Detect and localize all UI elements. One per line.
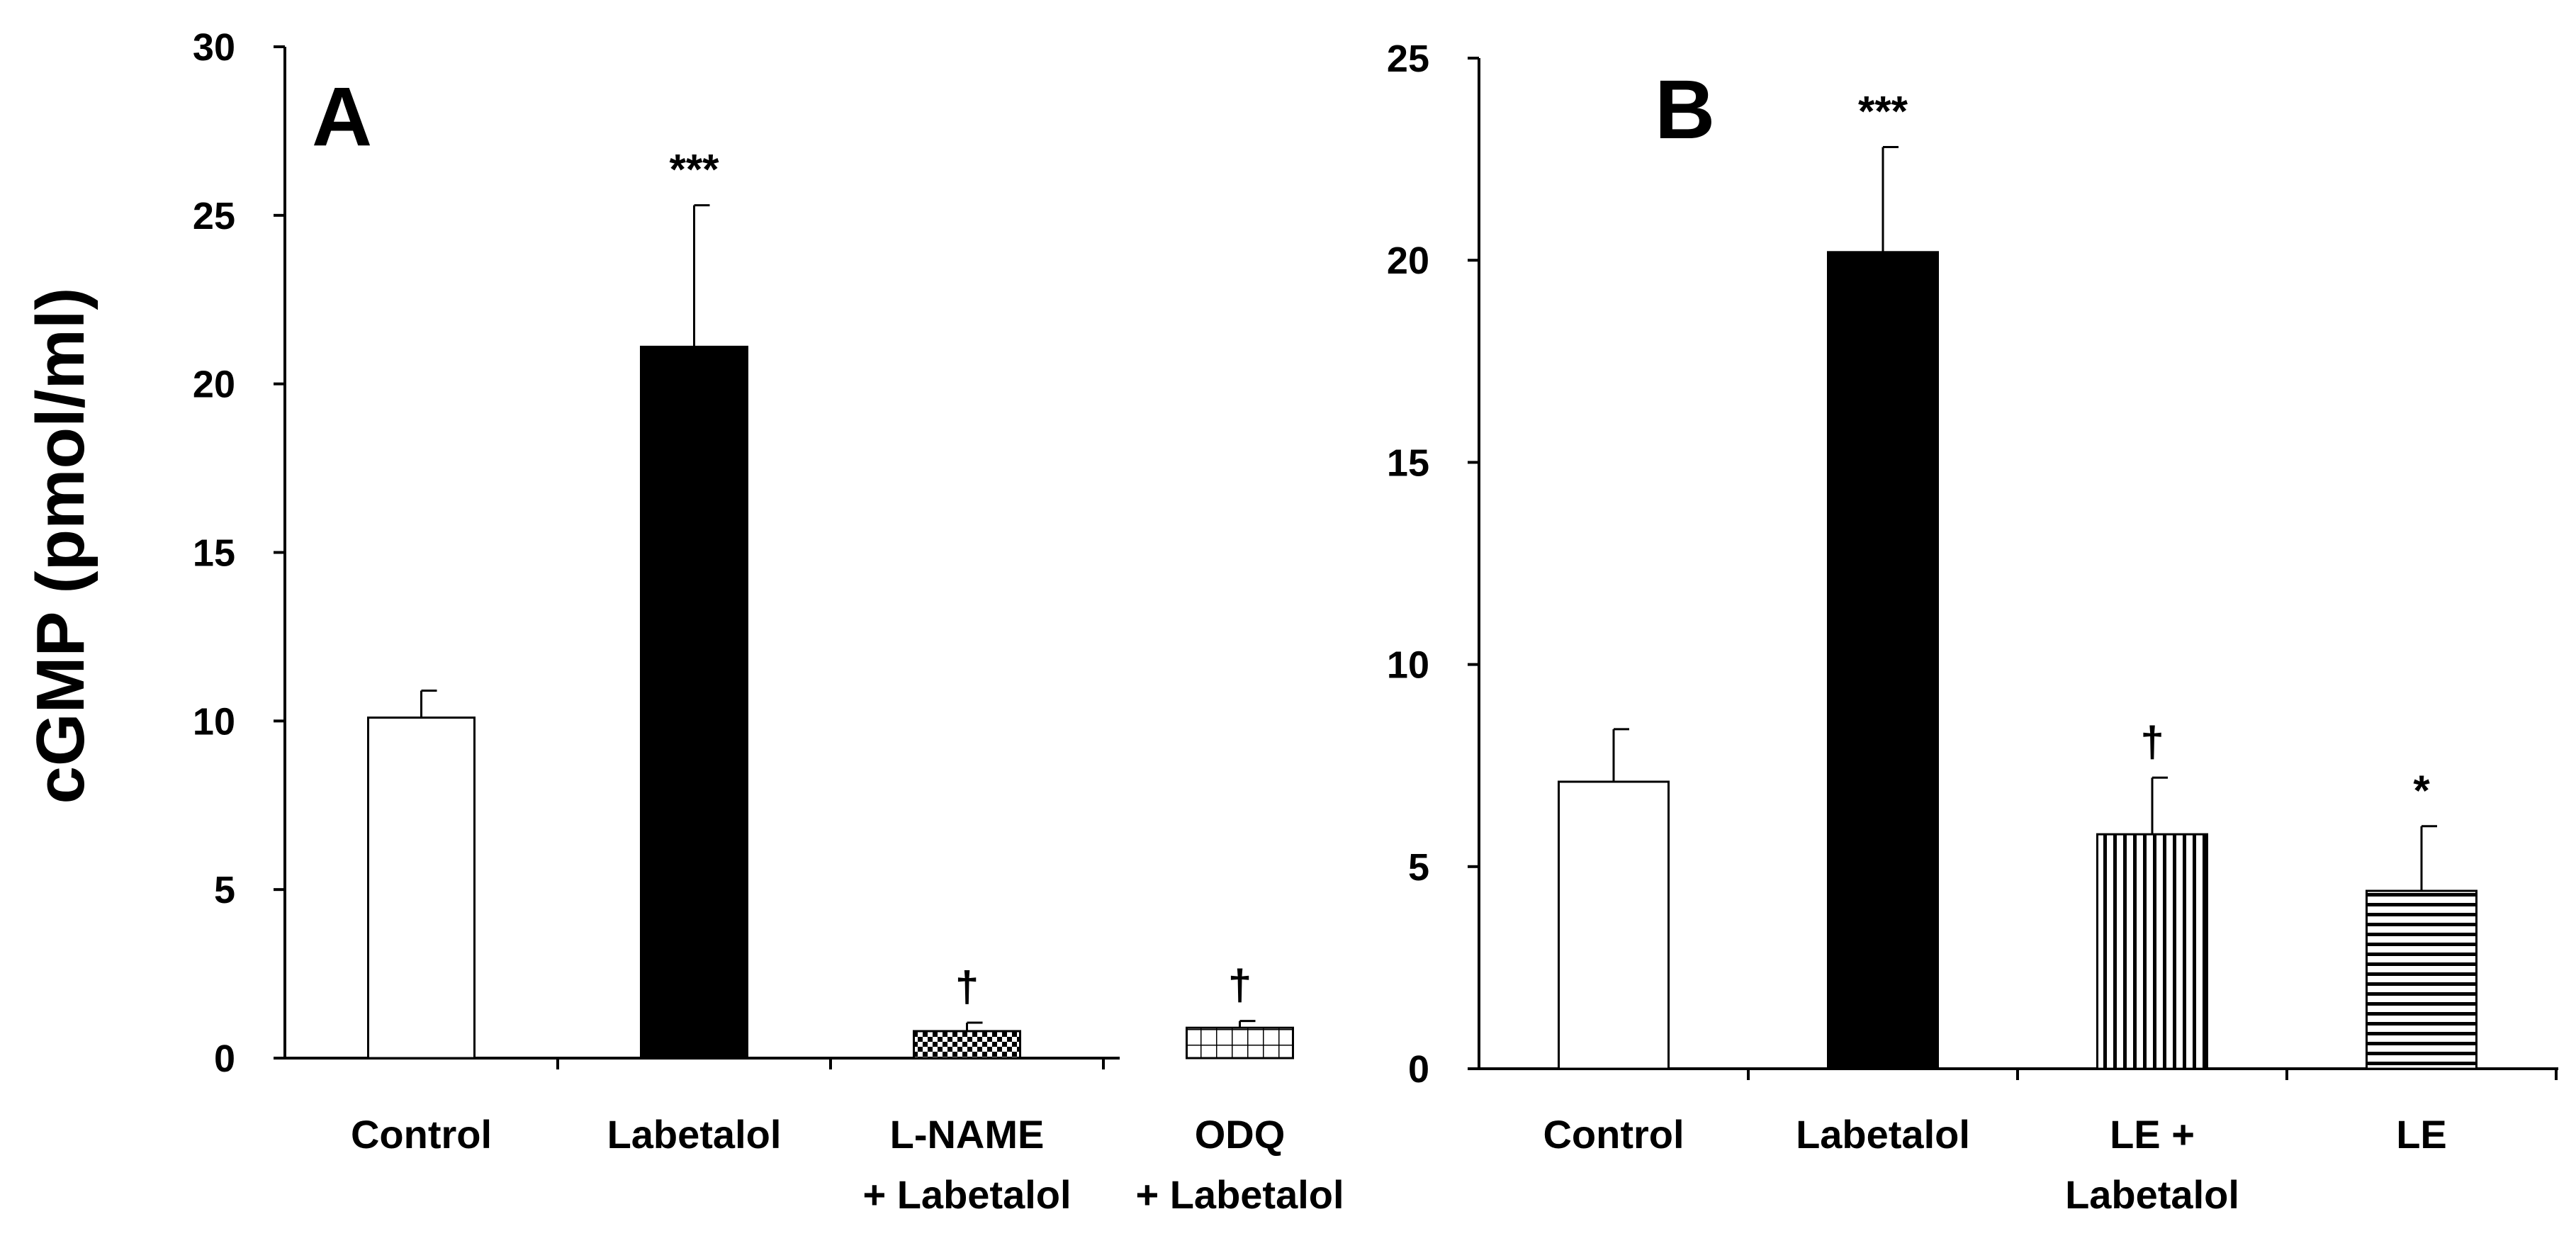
- y-tick-label: 0: [1408, 1048, 1429, 1091]
- bar-2: [640, 345, 748, 1060]
- significance-marker: ***: [669, 146, 719, 193]
- bar-3: [913, 1030, 1021, 1060]
- bar-2: [1827, 251, 1939, 1070]
- panel-label: B: [1655, 63, 1715, 157]
- bar-1: [1558, 780, 1670, 1070]
- y-tick-label: 20: [1387, 240, 1429, 282]
- category-label: LE +: [2110, 1112, 2195, 1157]
- category-label-line2: Labetalol: [2065, 1172, 2239, 1217]
- category-label: Control: [351, 1112, 492, 1157]
- category-label: ODQ: [1195, 1112, 1286, 1157]
- category-label-line2: + Labetalol: [862, 1172, 1071, 1217]
- y-axis-title: cGMP (pmol/ml): [23, 288, 99, 804]
- y-tick-label: 5: [214, 869, 235, 911]
- panel-label: A: [312, 70, 372, 164]
- category-label: Labetalol: [1796, 1112, 1970, 1157]
- significance-marker: *: [2413, 767, 2430, 814]
- panel-b-chart: 0 5 10 15 20 25 B Control *** Labetalol † LE + Labet…: [1387, 38, 2558, 1217]
- panel-a-chart: 0 5 10 15 20 25 30 A Control *** Labetalol † L-NAME +…: [193, 26, 1344, 1217]
- category-label: LE: [2396, 1112, 2447, 1157]
- category-label: Labetalol: [607, 1112, 782, 1157]
- y-tick-label: 15: [1387, 442, 1429, 484]
- y-tick-label: 10: [193, 700, 235, 743]
- significance-marker: †: [955, 963, 979, 1011]
- y-tick-label: 15: [193, 532, 235, 575]
- bar-4: [1186, 1026, 1294, 1060]
- y-tick-label: 25: [1387, 38, 1429, 80]
- bar-4: [2366, 889, 2477, 1070]
- category-label: L-NAME: [890, 1112, 1045, 1157]
- category-label: Control: [1543, 1112, 1684, 1157]
- y-tick-label: 30: [193, 26, 235, 69]
- y-tick-label: 5: [1408, 846, 1429, 889]
- bar-3: [2096, 833, 2208, 1070]
- y-tick-label: 0: [214, 1038, 235, 1080]
- significance-marker: †: [2140, 718, 2164, 765]
- y-tick-label: 25: [193, 195, 235, 237]
- significance-marker: ***: [1858, 87, 1908, 135]
- significance-marker: †: [1228, 962, 1252, 1009]
- category-label-line2: + Labetalol: [1135, 1172, 1344, 1217]
- y-tick-label: 20: [193, 364, 235, 406]
- y-tick-label: 10: [1387, 644, 1429, 687]
- bar-1: [367, 717, 476, 1060]
